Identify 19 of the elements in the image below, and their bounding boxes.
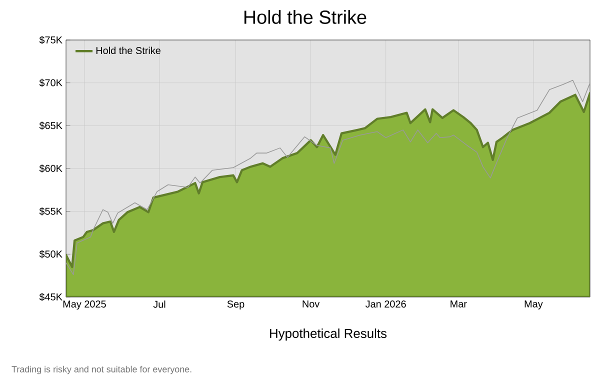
y-tick-label: $55K: [39, 207, 62, 216]
chart-title: Hold the Strike: [244, 10, 366, 24]
x-tick-label: Nov: [302, 300, 320, 308]
x-tick-label: Jan 2026: [365, 300, 406, 308]
y-tick-label: $60K: [39, 164, 62, 173]
y-tick-label: $45K: [39, 292, 62, 302]
x-tick-label: May: [524, 300, 543, 310]
x-tick-label: Mar: [450, 300, 467, 308]
x-tick-label: May 2025: [63, 300, 106, 310]
y-tick-label: $75K: [39, 36, 62, 44]
y-tick-label: $50K: [39, 250, 62, 258]
y-tick-label: $65K: [39, 122, 62, 130]
x-tick-label: Sep: [227, 300, 244, 310]
x-axis-title: Hypothetical Results: [270, 328, 387, 341]
line-series: [66, 80, 590, 276]
text: Hold the Strike: [96, 46, 160, 54]
text: Trading is risky and not suitable for everyone.: [12, 366, 192, 374]
y-tick-label: $70K: [39, 78, 62, 87]
x-tick-label: Jul: [153, 300, 166, 308]
